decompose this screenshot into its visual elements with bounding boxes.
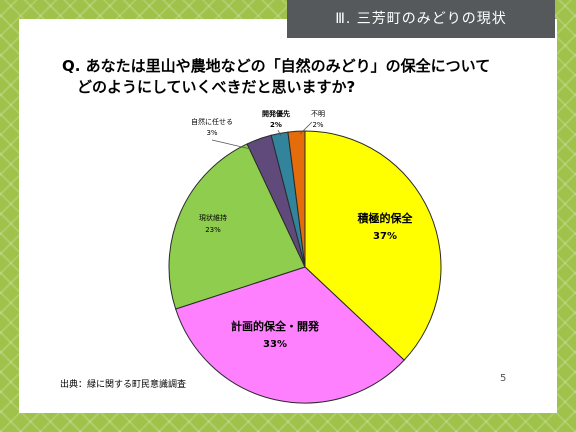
pie-slice-active-conservation bbox=[304, 130, 442, 361]
pie-slice-status-quo bbox=[168, 143, 306, 310]
slice-value-planned-conservation: 33% bbox=[263, 339, 287, 350]
slice-label-development-priority: 開発優先 bbox=[262, 109, 290, 118]
slice-label-unknown: 不明 bbox=[311, 110, 325, 118]
question-text: Q. あなたは里山や農地などの「自然のみどり」の保全について どのようにしていく… bbox=[62, 56, 542, 98]
slice-value-leave-to-nature: 3% bbox=[206, 129, 217, 137]
question-line-2: どのようにしていくべきだと思いますか? bbox=[77, 78, 356, 96]
slice-label-active-conservation: 積極的保全 bbox=[357, 211, 414, 225]
slice-value-development-priority: 2% bbox=[270, 121, 282, 129]
slice-value-unknown: 2% bbox=[312, 121, 323, 129]
section-title: Ⅲ. 三芳町のみどりの現状 bbox=[287, 0, 555, 38]
slice-label-status-quo: 現状維持 bbox=[199, 213, 227, 222]
slice-value-status-quo: 23% bbox=[205, 226, 221, 234]
slice-value-active-conservation: 37% bbox=[373, 231, 397, 242]
source-note: 出典：緑に関する町民意識調査 bbox=[60, 380, 187, 390]
pie-slice-unknown bbox=[287, 130, 306, 268]
slice-label-leave-to-nature: 自然に任せる bbox=[191, 117, 233, 126]
leader-line-unknown bbox=[299, 121, 313, 135]
question-line-1: Q. あなたは里山や農地などの「自然のみどり」の保全について bbox=[62, 57, 491, 75]
leader-line-development-priority bbox=[277, 129, 282, 137]
leader-line-leave-to-nature bbox=[211, 139, 256, 151]
pie-slice-planned-conservation bbox=[175, 266, 405, 404]
slice-label-planned-conservation: 計画的保全・開発 bbox=[231, 319, 320, 333]
page-number: 5 bbox=[500, 373, 507, 384]
